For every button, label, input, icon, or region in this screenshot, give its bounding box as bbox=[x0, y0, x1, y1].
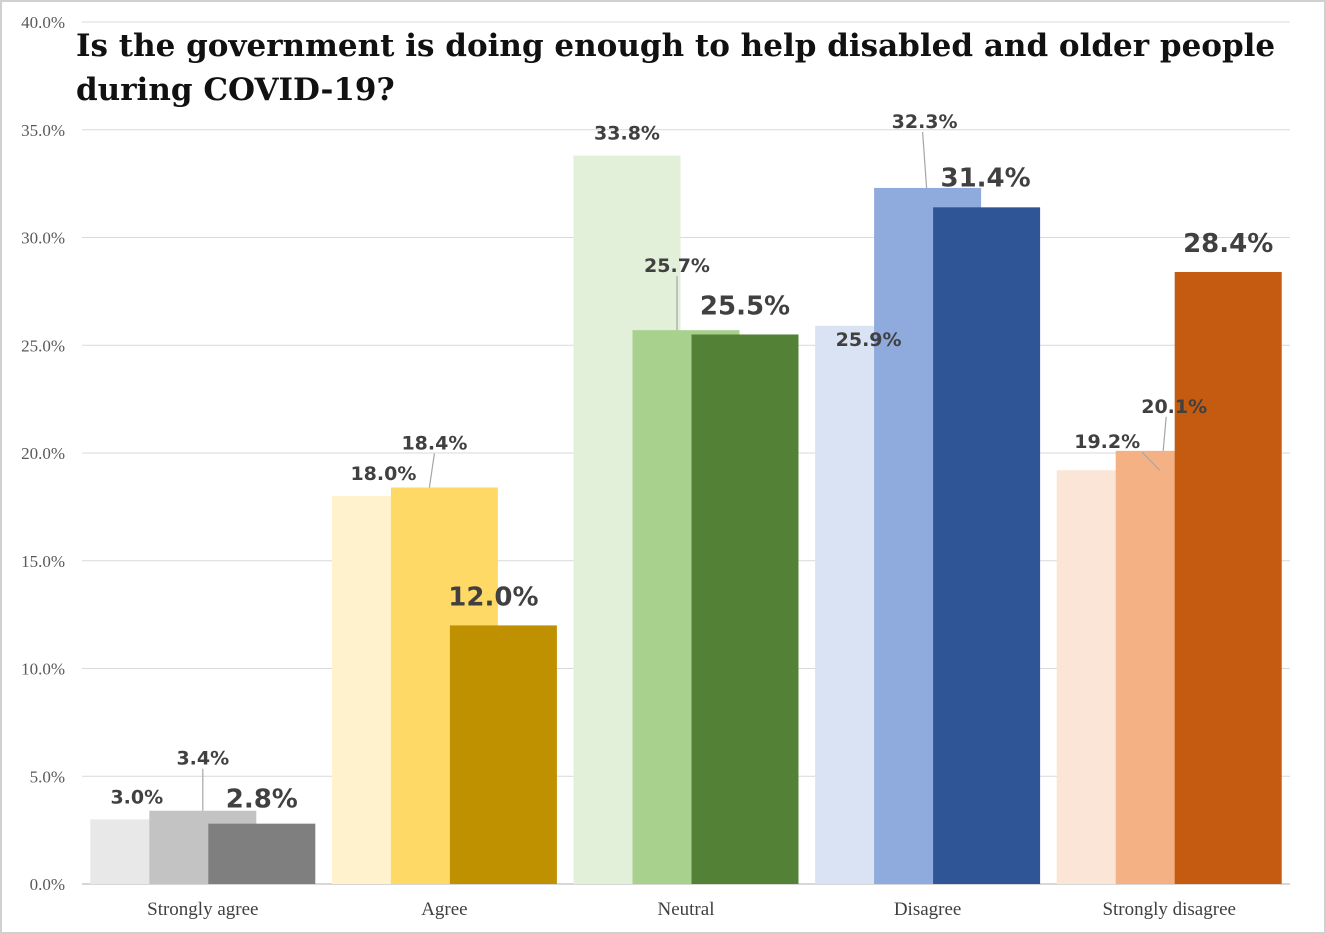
y-tick-label: 35.0% bbox=[21, 121, 65, 140]
y-tick-label: 30.0% bbox=[21, 229, 65, 248]
leader-line bbox=[922, 131, 928, 188]
data-label: 28.4% bbox=[1183, 229, 1273, 259]
data-label: 3.4% bbox=[176, 748, 229, 770]
leader-line bbox=[1162, 416, 1167, 451]
x-tick-label: Disagree bbox=[894, 899, 962, 920]
y-tick-label: 0.0% bbox=[30, 875, 65, 894]
x-tick-label: Neutral bbox=[658, 899, 715, 920]
chart-title-line: Is the government is doing enough to hel… bbox=[76, 28, 1275, 64]
y-tick-label: 20.0% bbox=[21, 444, 65, 463]
data-label: 32.3% bbox=[892, 111, 958, 133]
data-label: 33.8% bbox=[594, 123, 660, 145]
x-tick-label: Strongly disagree bbox=[1102, 899, 1236, 920]
data-label: 25.7% bbox=[644, 255, 710, 277]
bar bbox=[1174, 271, 1282, 885]
chart-title: Is the government is doing enough to hel… bbox=[76, 28, 1275, 108]
y-tick-label: 5.0% bbox=[30, 767, 65, 786]
y-tick-label: 10.0% bbox=[21, 660, 65, 679]
x-axis-ticks: Strongly agree Agree Neutral Disagree Strong… bbox=[147, 899, 1236, 920]
data-label: 18.4% bbox=[401, 432, 467, 454]
data-label: 31.4% bbox=[940, 163, 1030, 193]
bar bbox=[691, 334, 799, 885]
data-label: 20.1% bbox=[1141, 396, 1207, 418]
data-label: 12.0% bbox=[448, 582, 538, 612]
x-tick-label: Agree bbox=[421, 899, 467, 920]
leader-line bbox=[1141, 451, 1161, 471]
bar bbox=[208, 823, 316, 884]
data-label: 18.0% bbox=[350, 463, 416, 485]
bar bbox=[933, 207, 1041, 884]
data-label: 3.0% bbox=[110, 786, 163, 808]
y-axis-ticks: 0.0% 5.0% 10.0% 15.0% 20.0% 25.0% 30.0% 35.0% 40… bbox=[21, 13, 65, 894]
data-labels: 3.0% 3.4% 2.8% 18.0% 18.4% 12.0% 33.8% 25.7% 25.… bbox=[110, 111, 1273, 815]
x-tick-label: Strongly agree bbox=[147, 899, 258, 920]
bar bbox=[449, 625, 557, 884]
chart-title-line: during COVID-19? bbox=[76, 72, 395, 108]
data-label: 19.2% bbox=[1074, 431, 1140, 453]
y-tick-label: 25.0% bbox=[21, 336, 65, 355]
data-label: 25.5% bbox=[700, 291, 790, 321]
leader-line bbox=[428, 453, 435, 488]
data-label: 2.8% bbox=[226, 785, 298, 815]
data-label: 25.9% bbox=[836, 329, 902, 351]
y-tick-label: 15.0% bbox=[21, 552, 65, 571]
y-tick-label: 40.0% bbox=[21, 13, 65, 32]
leader-lines bbox=[202, 131, 1167, 811]
bars bbox=[90, 155, 1282, 885]
